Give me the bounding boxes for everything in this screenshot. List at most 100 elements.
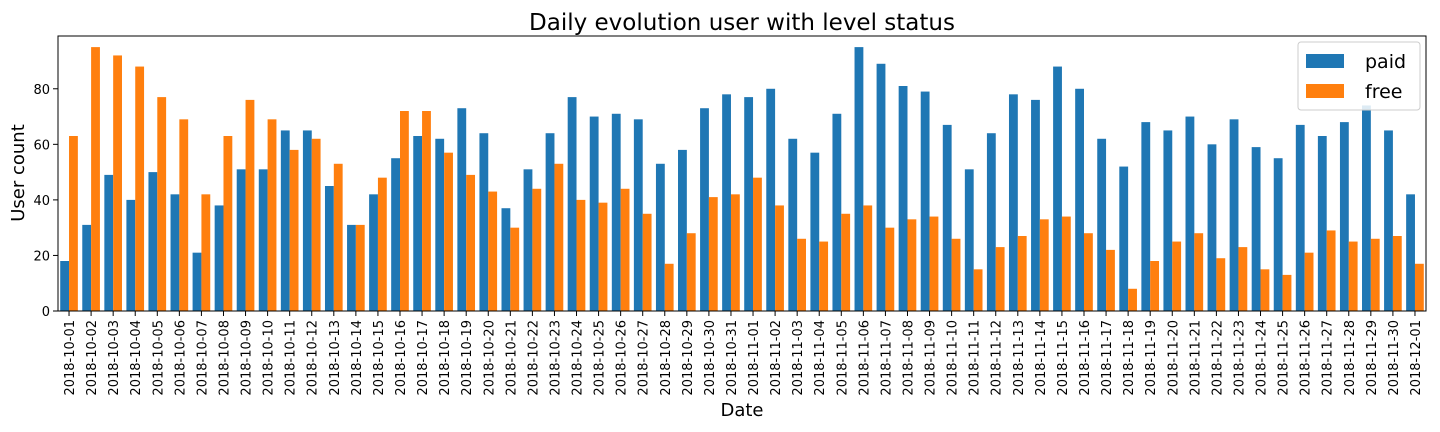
x-tick-label: 2018-10-28 — [659, 320, 674, 396]
y-tick-label: 20 — [33, 249, 50, 264]
bar-paid-2018-11-10 — [942, 124, 952, 311]
x-tick-label: 2018-10-25 — [593, 320, 608, 396]
x-tick-label: 2018-11-27 — [1321, 320, 1336, 396]
bar-free-2018-10-04 — [135, 66, 145, 311]
x-tick-label: 2018-11-18 — [1122, 320, 1137, 396]
y-tick-label: 60 — [33, 138, 50, 153]
x-tick-label: 2018-10-02 — [85, 320, 100, 396]
x-tick-label: 2018-10-26 — [615, 320, 630, 396]
bar-free-2018-10-01 — [69, 136, 78, 311]
bar-paid-2018-10-17 — [413, 136, 423, 311]
x-tick-label: 2018-10-21 — [504, 320, 519, 396]
bar-free-2018-11-05 — [841, 213, 851, 311]
bar-free-2018-11-12 — [995, 247, 1005, 311]
bar-paid-2018-10-11 — [280, 130, 290, 311]
bar-free-2018-11-18 — [1128, 288, 1137, 311]
bar-paid-2018-10-15 — [369, 194, 378, 311]
legend-label-free: free — [1365, 81, 1402, 103]
bar-free-2018-10-05 — [157, 97, 167, 311]
x-tick-label: 2018-10-24 — [571, 320, 586, 396]
bar-paid-2018-11-29 — [1362, 105, 1371, 311]
chart-title: Daily evolution user with level status — [529, 10, 955, 36]
bar-free-2018-11-24 — [1260, 269, 1270, 311]
x-tick-label: 2018-10-18 — [438, 320, 453, 396]
bar-paid-2018-11-08 — [898, 86, 908, 311]
bar-free-2018-12-01 — [1414, 263, 1424, 311]
x-tick-label: 2018-11-21 — [1188, 320, 1203, 396]
bar-free-2018-11-30 — [1392, 236, 1402, 311]
y-tick-label: 40 — [33, 194, 50, 209]
x-tick-label: 2018-11-06 — [857, 320, 872, 396]
x-tick-label: 2018-10-19 — [460, 320, 475, 396]
bar-free-2018-11-20 — [1172, 241, 1182, 311]
bar-paid-2018-11-11 — [964, 169, 974, 311]
bar-paid-2018-11-05 — [832, 113, 842, 311]
x-tick-label: 2018-10-14 — [350, 320, 365, 396]
bar-free-2018-11-10 — [951, 238, 961, 311]
x-tick-label: 2018-11-28 — [1343, 320, 1358, 396]
bar-free-2018-10-17 — [422, 111, 431, 311]
x-tick-label: 2018-10-05 — [151, 320, 166, 396]
bar-paid-2018-11-30 — [1384, 130, 1393, 311]
bar-free-2018-11-13 — [1017, 236, 1027, 311]
bar-free-2018-11-25 — [1282, 274, 1292, 311]
bar-free-2018-11-02 — [775, 205, 784, 311]
bar-paid-2018-11-04 — [810, 152, 820, 311]
bar-free-2018-11-11 — [973, 269, 983, 311]
bar-free-2018-10-25 — [598, 202, 608, 311]
x-tick-label: 2018-10-11 — [284, 320, 299, 396]
bar-paid-2018-10-27 — [633, 119, 643, 311]
x-tick-label: 2018-10-30 — [703, 320, 718, 396]
legend-label-paid: paid — [1365, 51, 1406, 73]
y-tick-label: 0 — [42, 305, 50, 320]
bar-paid-2018-10-25 — [589, 116, 599, 311]
x-tick-label: 2018-11-17 — [1100, 320, 1115, 396]
bar-free-2018-11-23 — [1238, 247, 1248, 311]
bar-free-2018-11-09 — [929, 216, 939, 311]
x-tick-label: 2018-11-25 — [1277, 320, 1292, 396]
x-tick-label: 2018-10-29 — [681, 320, 696, 396]
legend-swatch-paid — [1306, 54, 1344, 68]
bar-paid-2018-11-22 — [1207, 144, 1217, 311]
x-tick-label: 2018-11-29 — [1365, 320, 1380, 396]
x-tick-label: 2018-11-10 — [946, 320, 961, 396]
bar-paid-2018-10-10 — [258, 169, 268, 311]
bar-paid-2018-11-16 — [1075, 88, 1084, 311]
x-tick-label: 2018-10-22 — [526, 320, 541, 396]
bar-paid-2018-11-21 — [1185, 116, 1195, 311]
x-tick-label: 2018-10-01 — [63, 320, 78, 396]
bar-paid-2018-11-19 — [1141, 122, 1151, 311]
bar-free-2018-10-26 — [620, 188, 630, 311]
x-tick-label: 2018-11-07 — [879, 320, 894, 396]
bar-free-2018-11-08 — [907, 219, 917, 311]
bar-paid-2018-11-20 — [1163, 130, 1173, 311]
bar-free-2018-11-01 — [753, 177, 762, 311]
x-tick-label: 2018-10-10 — [262, 320, 277, 396]
bar-paid-2018-10-21 — [501, 208, 511, 311]
plot-bars — [60, 47, 1424, 312]
bar-paid-2018-10-02 — [82, 224, 92, 311]
x-tick-label: 2018-11-19 — [1144, 320, 1159, 396]
bar-paid-2018-10-26 — [611, 113, 621, 311]
bar-free-2018-11-15 — [1061, 216, 1071, 311]
x-tick-label: 2018-10-04 — [129, 320, 144, 396]
x-tick-label: 2018-10-13 — [328, 320, 343, 396]
x-tick-label: 2018-11-05 — [835, 320, 850, 396]
bar-free-2018-11-17 — [1106, 249, 1115, 311]
bar-paid-2018-10-14 — [347, 224, 356, 311]
x-tick-label: 2018-11-11 — [968, 320, 983, 396]
bar-free-2018-11-29 — [1370, 238, 1380, 311]
bar-free-2018-10-22 — [532, 188, 542, 311]
x-axis-label: Date — [720, 400, 763, 421]
bar-free-2018-10-31 — [730, 194, 740, 311]
x-tick-label: 2018-10-03 — [107, 320, 122, 396]
bar-free-2018-10-12 — [311, 138, 321, 311]
legend-swatch-free — [1306, 84, 1344, 98]
x-tick-label: 2018-11-20 — [1166, 320, 1181, 396]
x-tick-label: 2018-12-01 — [1409, 320, 1424, 396]
bar-paid-2018-10-16 — [391, 158, 400, 311]
bar-paid-2018-10-07 — [192, 252, 202, 311]
bar-free-2018-10-11 — [289, 149, 299, 311]
bar-paid-2018-11-12 — [986, 133, 996, 311]
